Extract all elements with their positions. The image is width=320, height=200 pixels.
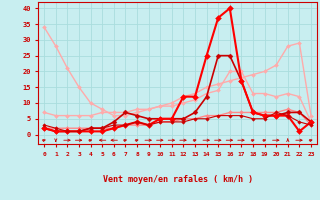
Text: Vent moyen/en rafales ( km/h ): Vent moyen/en rafales ( km/h ): [103, 175, 252, 184]
